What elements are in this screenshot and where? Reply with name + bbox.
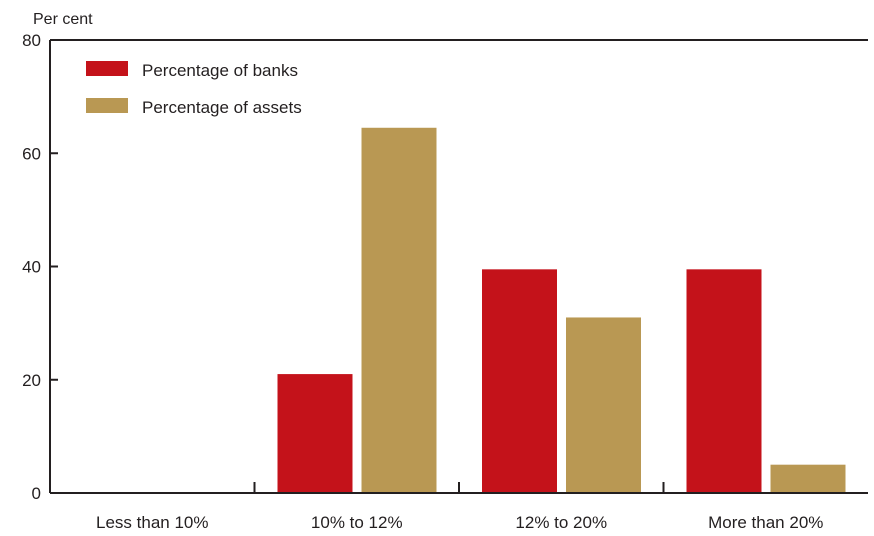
bar-assets-3 [770, 464, 846, 493]
bars [277, 127, 846, 494]
y-tick-label-0: 0 [32, 484, 41, 503]
y-tick-label-20: 20 [22, 371, 41, 390]
y-tick-label-60: 60 [22, 144, 41, 163]
bar-banks-2 [482, 269, 557, 493]
category-label-3: More than 20% [708, 513, 823, 532]
legend-swatch-assets [86, 98, 128, 113]
legend-label-assets: Percentage of assets [142, 98, 302, 117]
y-tick-label-80: 80 [22, 31, 41, 50]
y-axis-ticks: 0 20 40 60 80 [22, 31, 58, 503]
category-label-1: 10% to 12% [311, 513, 403, 532]
bar-banks-1 [277, 374, 353, 493]
y-axis-unit-label: Per cent [33, 11, 93, 28]
bar-assets-2 [566, 317, 641, 493]
y-tick-label-40: 40 [22, 258, 41, 277]
bar-assets-1 [361, 127, 437, 494]
x-axis-ticks [253, 482, 665, 493]
category-labels: Less than 10% 10% to 12% 12% to 20% More th… [96, 513, 823, 532]
bar-banks-3 [686, 269, 762, 493]
category-label-2: 12% to 20% [515, 513, 607, 532]
legend-label-banks: Percentage of banks [142, 61, 298, 80]
legend: Percentage of banks Percentage of assets [86, 61, 302, 117]
category-label-0: Less than 10% [96, 513, 208, 532]
legend-swatch-banks [86, 61, 128, 76]
